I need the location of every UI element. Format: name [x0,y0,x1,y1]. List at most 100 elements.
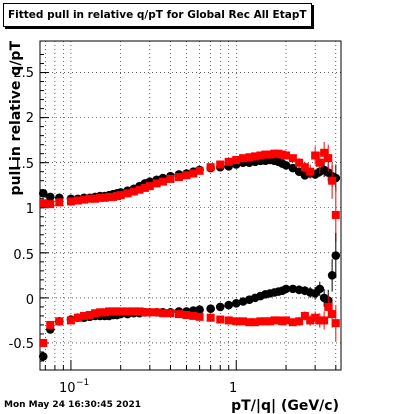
data-point [328,176,337,185]
y-tick-label: 0.5 [13,248,34,263]
data-point [315,316,324,325]
data-point [245,318,254,327]
x-tick-label: 1 [229,381,237,396]
y-tick-label: 1 [26,202,34,217]
data-point [135,185,144,194]
data-point [85,194,94,203]
data-point [55,198,64,207]
data-point [174,310,183,319]
data-point [174,173,183,182]
data-point [55,317,64,326]
data-point [152,308,161,317]
data-point [39,199,48,208]
data-point [45,192,55,202]
data-point [145,182,154,191]
data-point [224,157,233,166]
data-point [331,210,340,219]
data-point [311,151,320,160]
data-point [152,179,161,188]
data-point [166,309,175,318]
data-point [328,310,337,319]
x-tick-label-0.1: 10 −1 [59,378,89,396]
data-point [216,315,225,324]
x-axis-title: pT/|q| (GeV/c) [231,398,339,414]
data-point [256,151,265,160]
data-point [129,307,138,316]
data-point [251,318,260,327]
y-tick-label: -0.5 [9,337,34,352]
data-point [96,193,105,202]
data-point [140,183,149,192]
y-tick-label: 1.5 [13,157,34,172]
data-point [166,174,175,183]
svg-text:−1: −1 [76,378,89,388]
data-point [46,320,55,329]
data-point [245,153,254,162]
data-point [46,200,55,209]
data-point [66,197,75,206]
data-point [38,352,48,361]
data-point [324,302,333,311]
data-point [266,150,275,159]
timestamp: Mon May 24 16:30:45 2021 [4,400,142,410]
data-point [281,161,291,170]
y-tick-label: 2.5 [13,66,34,81]
data-point [295,158,304,167]
data-point [206,163,215,172]
data-point [100,193,109,202]
data-point [105,192,114,201]
data-point [224,316,233,325]
data-point [182,171,191,180]
data-point [206,304,215,314]
data-point [256,317,265,326]
data-point [288,318,297,327]
data-point [100,308,109,317]
data-point [231,298,241,308]
data-point [282,151,291,160]
data-point [158,177,167,186]
data-point [215,302,225,312]
data-point [270,316,279,325]
data-point [145,308,154,317]
data-point [123,189,132,198]
data-point [300,311,309,320]
data-point [116,191,125,200]
data-point [195,166,204,175]
data-point [182,311,191,320]
data-point [320,316,329,325]
data-points [38,141,341,361]
data-point [116,307,125,316]
data-point [261,150,270,159]
data-point [281,284,291,294]
data-point [206,313,215,322]
data-point [311,313,320,322]
data-point [295,317,304,326]
data-point [85,311,94,320]
data-point [224,300,234,310]
svg-text:10: 10 [59,381,76,396]
data-point [73,196,82,205]
y-axis-title: pull in relative q/pT [8,41,24,196]
data-point [306,167,315,176]
data-point [261,317,270,326]
data-point [73,313,82,322]
data-point [331,319,340,328]
data-point [91,194,100,203]
data-point [105,307,114,316]
chart-title: Fitted pull in relative q/pT for Global … [3,3,312,27]
data-point [239,154,248,163]
data-point [216,160,225,169]
data-point [288,154,297,163]
data-point [306,316,315,325]
data-point [189,311,198,320]
data-point [66,316,75,325]
data-point [80,195,89,204]
data-point [38,189,48,198]
data-point [129,187,138,196]
data-point [239,317,248,326]
y-tick-label: 2 [26,111,34,126]
data-point [300,163,309,172]
data-point [39,338,48,347]
data-point [270,149,279,158]
